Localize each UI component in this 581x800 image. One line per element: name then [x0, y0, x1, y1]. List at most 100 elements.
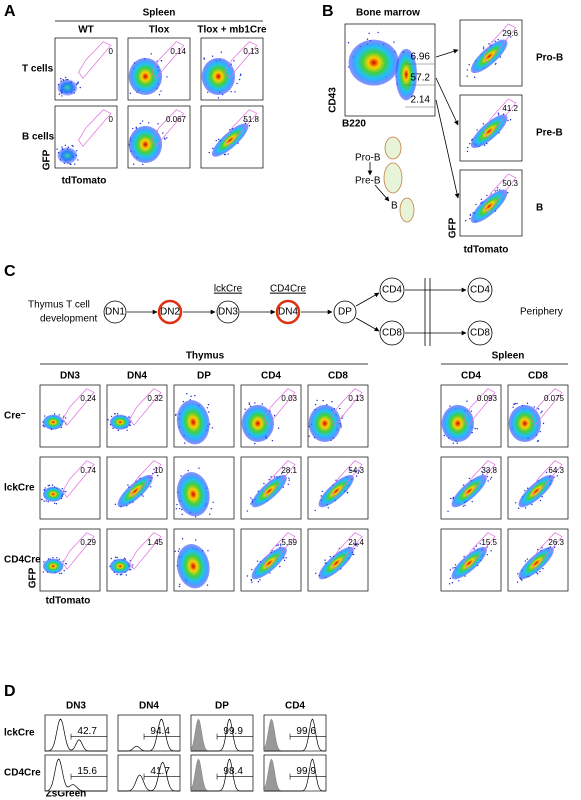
event-dot — [324, 562, 326, 564]
flow-plot: 0.74 — [39, 456, 101, 520]
flow-plot — [173, 384, 235, 448]
event-dot — [494, 63, 497, 65]
event-dot — [42, 571, 45, 573]
event-dot — [198, 467, 200, 469]
density — [57, 79, 78, 96]
event-dot — [209, 513, 211, 515]
node-label: DN4 — [278, 307, 298, 318]
event-dot — [110, 415, 113, 418]
event-dot — [150, 486, 152, 488]
density — [43, 558, 64, 574]
arrow — [374, 184, 390, 202]
event-dot — [128, 416, 130, 418]
event-dot — [246, 510, 249, 512]
event-dot — [475, 203, 477, 206]
event-dot — [271, 439, 274, 442]
flow-plot: 10 — [106, 456, 168, 520]
event-dot — [541, 495, 543, 498]
density — [451, 546, 487, 580]
x-axis-label: tdTomato — [46, 596, 91, 607]
gate-value: 0.32 — [147, 394, 163, 403]
flow-plot — [344, 23, 436, 117]
column-header: DN3 — [60, 371, 80, 382]
event-dot — [139, 122, 142, 125]
event-dot — [509, 119, 512, 121]
event-dot — [497, 112, 500, 114]
histogram — [264, 718, 327, 752]
column-header: CD8 — [528, 371, 548, 382]
gate — [530, 460, 563, 498]
event-dot — [142, 163, 144, 166]
event-dot — [62, 78, 64, 81]
event-dot — [537, 548, 539, 551]
event-dot — [280, 545, 282, 547]
event-dot — [539, 430, 542, 433]
event-dot — [208, 411, 210, 413]
density — [241, 404, 274, 443]
node — [467, 277, 493, 303]
flow-plot: 0.093 — [440, 384, 502, 448]
event-dot — [537, 573, 539, 575]
event-dot — [163, 137, 166, 139]
density — [251, 546, 287, 580]
gate-value: 99.9 — [296, 766, 316, 777]
event-dot — [129, 92, 132, 95]
event-dot — [494, 190, 496, 192]
density — [518, 546, 554, 580]
x-axis-label: tdTomato — [464, 245, 509, 256]
event-dot — [77, 81, 79, 83]
event-dot — [357, 472, 359, 474]
node — [157, 299, 183, 325]
event-dot — [251, 581, 253, 584]
event-dot — [243, 119, 245, 122]
event-dot — [175, 508, 178, 510]
event-dot — [335, 479, 337, 482]
event-dot — [486, 475, 489, 478]
event-dot — [499, 56, 502, 58]
column-header: DN4 — [139, 701, 159, 712]
gate-value: 98.4 — [223, 766, 243, 777]
gate — [530, 388, 563, 426]
event-dot — [184, 442, 186, 444]
group-header: Spleen — [492, 351, 525, 362]
event-dot — [352, 553, 355, 556]
event-dot — [451, 582, 454, 584]
gate-value: 94.4 — [150, 726, 170, 737]
flow-plot: 0.24 — [39, 384, 101, 448]
event-dot — [279, 565, 281, 568]
density — [441, 404, 474, 443]
event-dot — [65, 491, 67, 493]
event-dot — [211, 55, 214, 57]
event-dot — [212, 147, 214, 150]
column-header: Tlox + mb1Cre — [197, 25, 267, 36]
event-dot — [158, 94, 161, 96]
gate-value: 10 — [154, 466, 163, 475]
event-dot — [356, 545, 358, 547]
event-dot — [58, 558, 61, 560]
event-dot — [340, 426, 342, 428]
event-dot — [524, 489, 526, 492]
event-dot — [469, 214, 472, 217]
event-dot — [76, 150, 78, 152]
column-header: WT — [78, 25, 94, 36]
event-dot — [497, 114, 500, 116]
flow-plot: 5.59 — [240, 528, 302, 592]
gate-value: 28.1 — [281, 466, 297, 475]
event-dot — [454, 564, 457, 566]
event-dot — [217, 138, 220, 141]
plot-frame — [307, 528, 369, 592]
event-dot — [279, 543, 282, 545]
event-dot — [273, 414, 276, 417]
event-dot — [210, 507, 212, 510]
event-dot — [248, 125, 251, 127]
event-dot — [181, 513, 183, 516]
density — [318, 546, 354, 580]
gate-value: 29.6 — [502, 29, 518, 38]
arrow — [435, 77, 459, 126]
column-header: Tlox — [149, 25, 170, 36]
event-dot — [77, 159, 79, 161]
event-dot — [114, 556, 117, 558]
event-dot — [181, 538, 184, 540]
density — [470, 189, 508, 224]
event-dot — [481, 470, 483, 473]
